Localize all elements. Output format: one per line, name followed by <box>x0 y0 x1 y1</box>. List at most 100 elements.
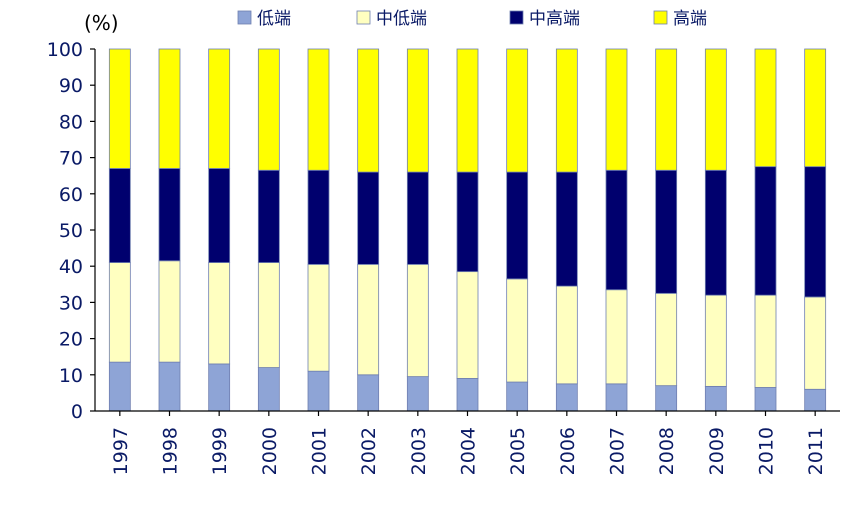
x-tick-label: 2009 <box>706 427 728 475</box>
bar-segment <box>655 48 678 171</box>
y-tick-label: 50 <box>59 220 83 242</box>
bar-segment <box>555 285 578 385</box>
bar-segment <box>456 271 479 379</box>
x-tick-label: 2005 <box>507 427 529 475</box>
bar-segment <box>754 387 777 412</box>
legend-label: 中高端 <box>529 9 580 29</box>
bar-segment <box>307 169 330 265</box>
bar-segment <box>555 383 578 412</box>
bar-segment <box>605 48 628 171</box>
bar-segment <box>754 48 777 168</box>
bar-segment <box>307 263 330 372</box>
y-tick-label: 90 <box>59 75 83 97</box>
y-tick-label: 0 <box>71 401 83 423</box>
legend-label: 高端 <box>673 9 707 29</box>
bar-segment <box>655 292 678 387</box>
x-tick-label: 2004 <box>458 427 480 475</box>
bar-segment <box>754 166 777 296</box>
x-tick-label: 1997 <box>110 427 132 475</box>
bar-segment <box>605 383 628 412</box>
y-axis: 0 10 20 30 40 50 60 70 80 90 100 <box>47 39 96 423</box>
x-tick-label: 1999 <box>209 427 231 475</box>
x-tick-label: 2011 <box>805 427 827 475</box>
bar-segment <box>506 381 529 412</box>
bar-segment <box>456 171 479 273</box>
legend: 低端 中低端 中高端 高端 <box>237 9 707 29</box>
x-tick-label: 2010 <box>756 427 778 475</box>
bar-segment <box>208 168 231 263</box>
bar-segment <box>506 48 529 173</box>
bar-segment <box>555 48 578 173</box>
bar-segment <box>108 262 131 363</box>
bar-segment <box>307 370 330 412</box>
bar-segment <box>605 169 628 291</box>
bar-segment <box>704 385 727 412</box>
bar-segment <box>704 294 727 387</box>
bar-segment <box>655 169 678 294</box>
y-tick-label: 100 <box>47 39 83 61</box>
bar-segment <box>704 169 727 296</box>
bar-segment <box>158 168 181 262</box>
x-axis: 1997 1998 1999 2000 2001 2002 2003 2004 2005 2006… <box>95 410 840 475</box>
bar-segment <box>158 260 181 363</box>
x-tick-label: 2002 <box>358 427 380 475</box>
bar-segment <box>257 48 280 171</box>
bar-segment <box>158 48 181 169</box>
bar-segment <box>406 263 429 378</box>
bar-segment <box>655 385 678 412</box>
bar-segment <box>406 171 429 265</box>
bar-segment <box>108 361 131 412</box>
bar-segment <box>406 376 429 412</box>
legend-swatch <box>356 10 371 25</box>
y-tick-label: 80 <box>59 111 83 133</box>
bars <box>108 48 827 412</box>
bar-segment <box>406 48 429 173</box>
bar-segment <box>804 296 827 390</box>
y-unit-label: (%) <box>84 11 119 35</box>
bar-segment <box>208 48 231 169</box>
bar-segment <box>605 289 628 385</box>
y-tick-label: 30 <box>59 292 83 314</box>
bar-segment <box>754 294 777 388</box>
x-tick-label: 2006 <box>557 427 579 475</box>
x-tick-label: 2000 <box>259 427 281 475</box>
legend-swatch <box>237 10 252 25</box>
bar-segment <box>257 262 280 368</box>
y-tick-label: 20 <box>59 329 83 351</box>
bar-segment <box>257 169 280 263</box>
bar-segment <box>357 263 380 376</box>
legend-label: 中低端 <box>376 9 427 29</box>
bar-segment <box>357 374 380 412</box>
bar-segment <box>456 378 479 412</box>
x-tick-label: 2001 <box>309 427 331 475</box>
bar-segment <box>257 367 280 412</box>
legend-swatch <box>653 10 668 25</box>
bar-segment <box>108 168 131 263</box>
bar-segment <box>357 171 380 265</box>
x-tick-label: 2008 <box>656 427 678 475</box>
bar-segment <box>804 166 827 298</box>
x-tick-label: 2007 <box>607 427 629 475</box>
legend-label: 低端 <box>257 9 291 29</box>
y-tick-label: 10 <box>59 365 83 387</box>
bar-segment <box>555 171 578 287</box>
x-tick-label: 1998 <box>160 427 182 475</box>
bar-segment <box>158 361 181 412</box>
bar-segment <box>307 48 330 171</box>
y-tick-label: 40 <box>59 256 83 278</box>
legend-swatch <box>509 10 524 25</box>
bar-segment <box>357 48 380 173</box>
bar-segment <box>804 48 827 168</box>
bar-segment <box>208 262 231 365</box>
y-tick-label: 60 <box>59 184 83 206</box>
bar-segment <box>506 171 529 280</box>
y-tick-label: 70 <box>59 148 83 170</box>
bar-segment <box>208 363 231 412</box>
bar-segment <box>108 48 131 169</box>
bar-segment <box>804 388 827 412</box>
x-tick-label: 2003 <box>408 427 430 475</box>
bar-segment <box>506 278 529 383</box>
bar-segment <box>456 48 479 173</box>
